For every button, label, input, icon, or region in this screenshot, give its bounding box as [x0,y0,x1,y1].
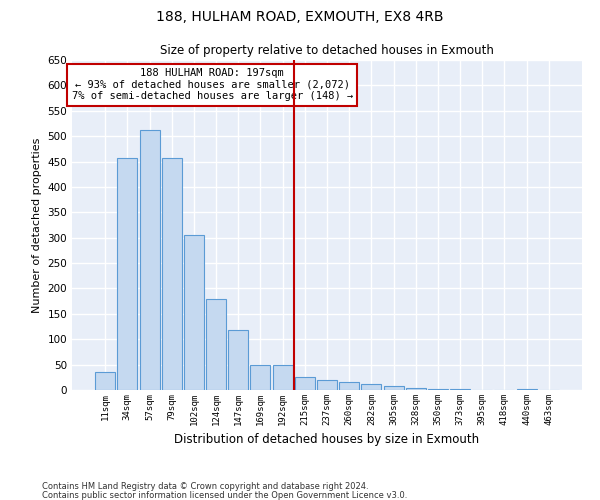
Text: 188, HULHAM ROAD, EXMOUTH, EX8 4RB: 188, HULHAM ROAD, EXMOUTH, EX8 4RB [156,10,444,24]
X-axis label: Distribution of detached houses by size in Exmouth: Distribution of detached houses by size … [175,434,479,446]
Bar [206,298,226,390]
Bar [428,389,448,390]
Text: Contains HM Land Registry data © Crown copyright and database right 2024.: Contains HM Land Registry data © Crown c… [42,482,368,491]
Bar [406,388,426,390]
Title: Size of property relative to detached houses in Exmouth: Size of property relative to detached ho… [160,44,494,58]
Bar [95,372,115,390]
Bar [272,364,293,390]
Bar [317,380,337,390]
Text: Contains public sector information licensed under the Open Government Licence v3: Contains public sector information licen… [42,490,407,500]
Bar [361,384,382,390]
Text: 188 HULHAM ROAD: 197sqm
← 93% of detached houses are smaller (2,072)
7% of semi-: 188 HULHAM ROAD: 197sqm ← 93% of detache… [71,68,353,102]
Bar [295,377,315,390]
Bar [162,158,182,390]
Bar [184,235,204,390]
Bar [383,386,404,390]
Bar [140,130,160,390]
Bar [339,382,359,390]
Bar [250,364,271,390]
Bar [228,330,248,390]
Bar [118,158,137,390]
Y-axis label: Number of detached properties: Number of detached properties [32,138,42,312]
